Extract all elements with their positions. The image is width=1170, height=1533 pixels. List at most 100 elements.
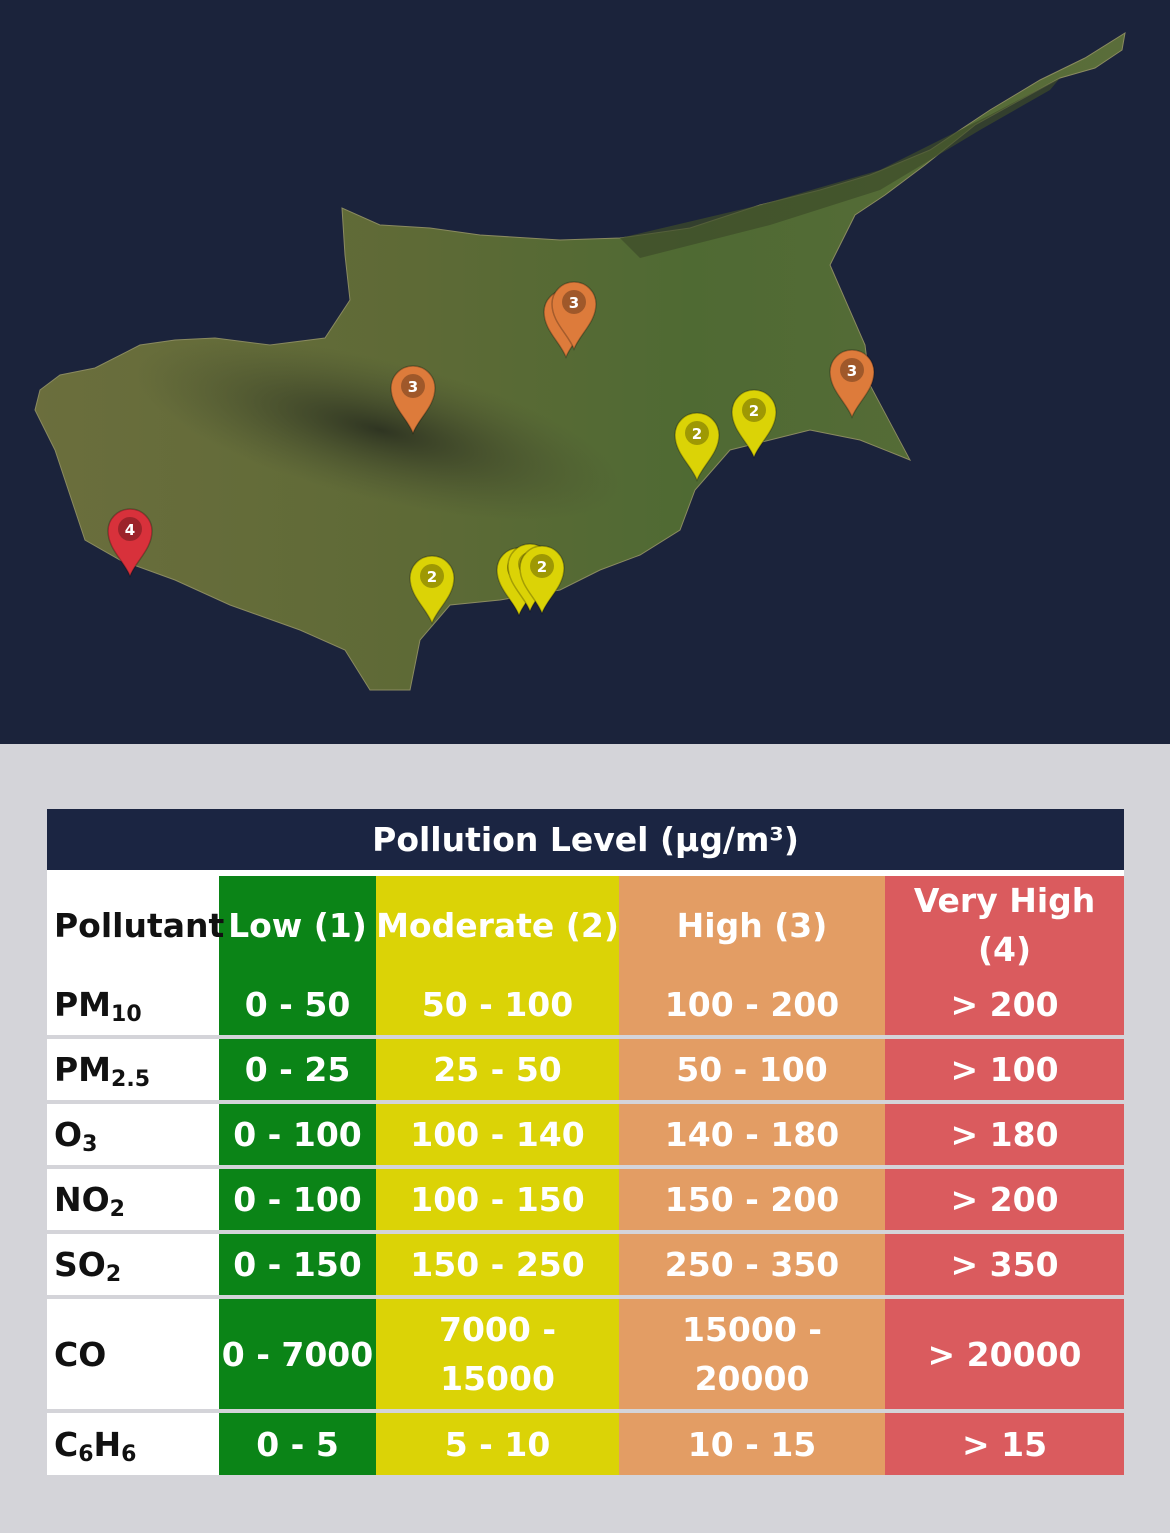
header-moderate: Moderate (2) <box>376 876 619 974</box>
range-low: 0 - 100 <box>219 1104 376 1169</box>
legend-title: Pollution Level (μg/m³) <box>47 809 1125 876</box>
range-very-high: > 200 <box>885 974 1125 1039</box>
range-high: 10 - 15 <box>619 1413 885 1475</box>
pollutant-row: NO2 0 - 100 100 - 150 150 - 200 > 200 <box>47 1169 1125 1234</box>
pollutant-formula-part: NO <box>54 1180 110 1219</box>
marker-badge <box>562 290 586 314</box>
satellite-map[interactable]: 33332222224 <box>0 0 1170 744</box>
pollutant-subscript: 2.5 <box>111 1067 151 1092</box>
marker-pin-shape <box>519 545 565 616</box>
range-low: 0 - 7000 <box>219 1299 376 1413</box>
pollutant-name: CO <box>47 1299 219 1413</box>
range-low: 0 - 5 <box>219 1413 376 1475</box>
marker-pin-shape <box>731 389 777 460</box>
range-low: 0 - 150 <box>219 1234 376 1299</box>
range-very-high: > 350 <box>885 1234 1125 1299</box>
marker-level-label: 3 <box>408 378 418 396</box>
header-low: Low (1) <box>219 876 376 974</box>
range-high: 50 - 100 <box>619 1039 885 1104</box>
marker-level-label: 3 <box>569 294 579 312</box>
marker-badge <box>685 421 709 445</box>
pollutant-subscript: 6 <box>121 1441 137 1467</box>
range-very-high: > 100 <box>885 1039 1125 1104</box>
pollutant-formula-part: O <box>54 1115 83 1154</box>
marker-level-label: 4 <box>125 521 135 539</box>
marker-badge <box>401 374 425 398</box>
range-very-high: > 180 <box>885 1104 1125 1169</box>
marker-pin-shape <box>409 555 455 626</box>
marker-badge <box>840 358 864 382</box>
pollutant-name: O3 <box>47 1104 219 1169</box>
marker-pin-shape <box>674 412 720 483</box>
header-very-high: Very High (4) <box>885 876 1125 974</box>
range-high: 250 - 350 <box>619 1234 885 1299</box>
pollutant-row: PM10 0 - 50 50 - 100 100 - 200 > 200 <box>47 974 1125 1039</box>
pollutant-formula-part: H <box>93 1424 122 1464</box>
northern-ridge <box>620 78 1060 258</box>
pollutant-row: O3 0 - 100 100 - 140 140 - 180 > 180 <box>47 1104 1125 1169</box>
range-low: 0 - 50 <box>219 974 376 1039</box>
pollutant-name: PM2.5 <box>47 1039 219 1104</box>
header-high: High (3) <box>619 876 885 974</box>
marker-badge <box>742 398 766 422</box>
marker-badge <box>118 517 142 541</box>
range-low: 0 - 100 <box>219 1169 376 1234</box>
range-high: 150 - 200 <box>619 1169 885 1234</box>
pollutant-subscript: 6 <box>78 1441 94 1467</box>
pollution-legend-table: Pollution Level (μg/m³) Pollutant Low (1… <box>47 809 1125 1475</box>
range-low: 0 - 25 <box>219 1039 376 1104</box>
pollutant-name: C6H6 <box>47 1413 219 1475</box>
range-very-high: > 200 <box>885 1169 1125 1234</box>
marker-pin-shape <box>551 281 597 352</box>
pollutant-formula-part: C <box>54 1424 79 1464</box>
pollutant-name: NO2 <box>47 1169 219 1234</box>
marker-level-label: 2 <box>749 402 759 420</box>
map-marker-level-3[interactable]: 3 <box>390 365 436 436</box>
pollutant-formula-part: PM <box>54 1050 112 1089</box>
map-marker-level-3[interactable]: 3 <box>829 349 875 420</box>
marker-level-label: 2 <box>537 558 547 576</box>
marker-pin-shape <box>390 365 436 436</box>
pollutant-row: SO2 0 - 150 150 - 250 250 - 350 > 350 <box>47 1234 1125 1299</box>
marker-badge <box>420 564 444 588</box>
pollutant-subscript: 2 <box>105 1262 122 1287</box>
range-moderate: 100 - 150 <box>376 1169 619 1234</box>
range-moderate: 150 - 250 <box>376 1234 619 1299</box>
pollutant-row: CO 0 - 7000 7000 - 15000 15000 - 20000 > 200… <box>47 1299 1125 1413</box>
pollutant-formula-part: SO <box>54 1245 106 1284</box>
map-marker-level-4[interactable]: 4 <box>107 508 153 579</box>
marker-level-label: 2 <box>692 425 702 443</box>
marker-level-label: 2 <box>427 568 437 586</box>
range-high: 15000 - 20000 <box>619 1299 885 1413</box>
pollutant-formula-part: CO <box>54 1334 107 1374</box>
marker-level-label: 3 <box>847 362 857 380</box>
pollutant-formula-part: PM <box>54 985 112 1024</box>
range-high: 100 - 200 <box>619 974 885 1039</box>
pollutant-row: PM2.5 0 - 25 25 - 50 50 - 100 > 100 <box>47 1039 1125 1104</box>
pollutant-subscript: 2 <box>109 1197 125 1222</box>
range-moderate: 7000 - 15000 <box>376 1299 619 1413</box>
marker-badge <box>530 554 554 578</box>
pollutant-name: PM10 <box>47 974 219 1039</box>
marker-pin-shape <box>829 349 875 420</box>
map-canvas: 33332222224 <box>34 31 1126 691</box>
range-high: 140 - 180 <box>619 1104 885 1169</box>
map-marker-level-2[interactable]: 2 <box>519 545 565 616</box>
range-moderate: 25 - 50 <box>376 1039 619 1104</box>
range-moderate: 50 - 100 <box>376 974 619 1039</box>
range-very-high: > 20000 <box>885 1299 1125 1413</box>
range-moderate: 100 - 140 <box>376 1104 619 1169</box>
header-pollutant: Pollutant <box>47 876 224 974</box>
map-marker-level-2[interactable]: 2 <box>731 389 777 460</box>
mountain-range <box>136 339 624 521</box>
pollutant-name: SO2 <box>47 1234 219 1299</box>
map-marker-level-2[interactable]: 2 <box>674 412 720 483</box>
marker-pin-shape <box>107 508 153 579</box>
map-marker-level-2[interactable]: 2 <box>409 555 455 626</box>
map-marker-level-3[interactable]: 3 <box>551 281 597 352</box>
range-moderate: 5 - 10 <box>376 1413 619 1475</box>
range-very-high: > 15 <box>885 1413 1125 1475</box>
pollutant-subscript: 3 <box>82 1132 98 1157</box>
pollutant-subscript: 10 <box>111 1002 142 1027</box>
